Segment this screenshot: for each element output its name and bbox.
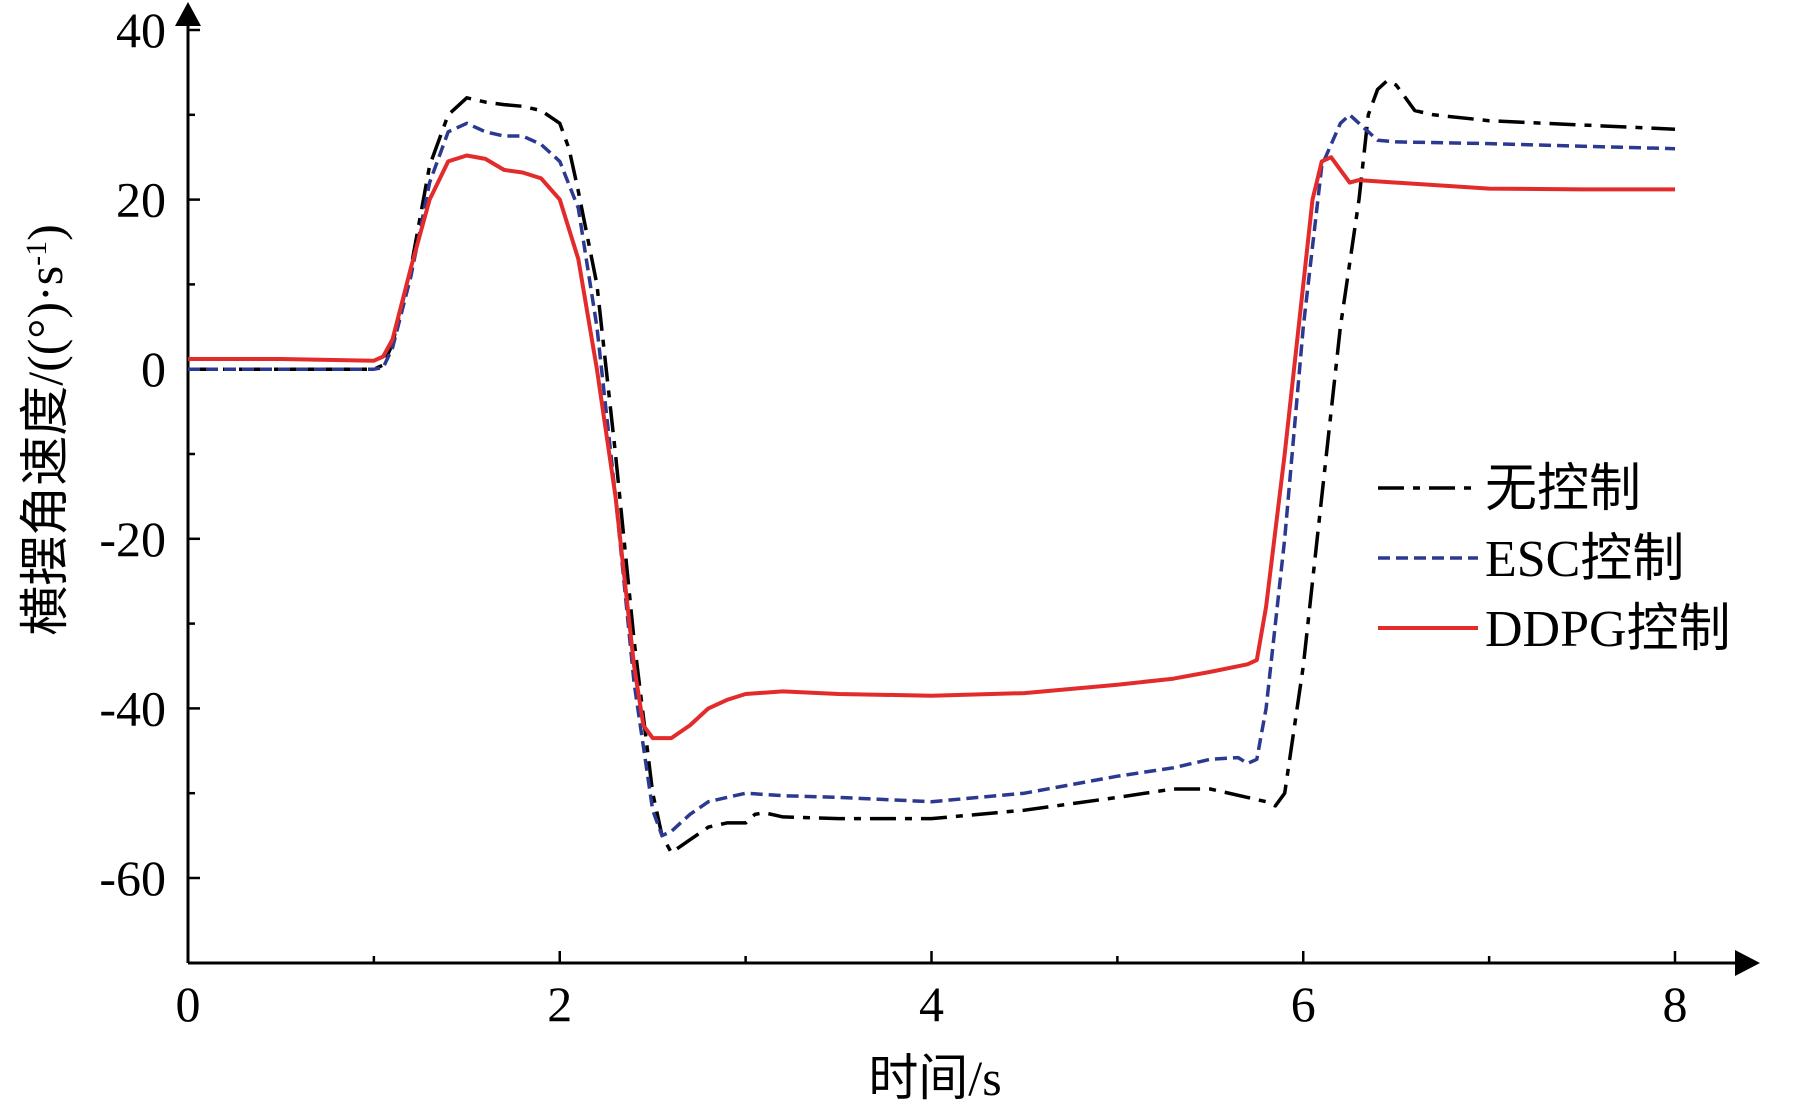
x-tick-label: 4 — [919, 976, 944, 1032]
y-tick-label: 0 — [141, 341, 166, 397]
y-tick-label: -20 — [99, 511, 166, 567]
y-tick-label: 20 — [116, 172, 166, 228]
axes — [175, 2, 1760, 976]
y-axis-arrow — [175, 2, 201, 26]
series-line-1 — [188, 113, 1676, 838]
x-axis-title: 时间/s — [868, 1050, 1001, 1106]
y-axis-title-close: ) — [17, 224, 73, 241]
x-tick-label: 2 — [547, 976, 572, 1032]
legend-label: ESC控制 — [1485, 531, 1684, 588]
x-tick-label: 0 — [176, 976, 201, 1032]
y-tick-label: -60 — [99, 850, 166, 906]
series-line-0 — [188, 79, 1676, 855]
x-axis-arrow — [1735, 950, 1760, 976]
series-layer — [188, 79, 1676, 855]
legend-label: DDPG控制 — [1485, 601, 1731, 658]
x-tick-label: 6 — [1291, 976, 1316, 1032]
ticks: 0 2 4 6 8 40 20 0 -20 -40 -60 — [99, 2, 1687, 1032]
legend: 无控制 ESC控制 DDPG控制 — [1378, 461, 1731, 658]
x-tick-label: 8 — [1663, 976, 1688, 1032]
y-axis-title: 横摆角速度/((°)·s-1) — [17, 224, 73, 636]
y-tick-label: -40 — [99, 680, 166, 736]
legend-label: 无控制 — [1485, 461, 1641, 518]
y-axis-title-main: 横摆角速度/((°)·s — [17, 266, 73, 636]
series-line-2 — [188, 153, 1675, 741]
y-tick-label: 40 — [116, 2, 166, 58]
y-axis-title-superscript: -1 — [20, 241, 53, 266]
